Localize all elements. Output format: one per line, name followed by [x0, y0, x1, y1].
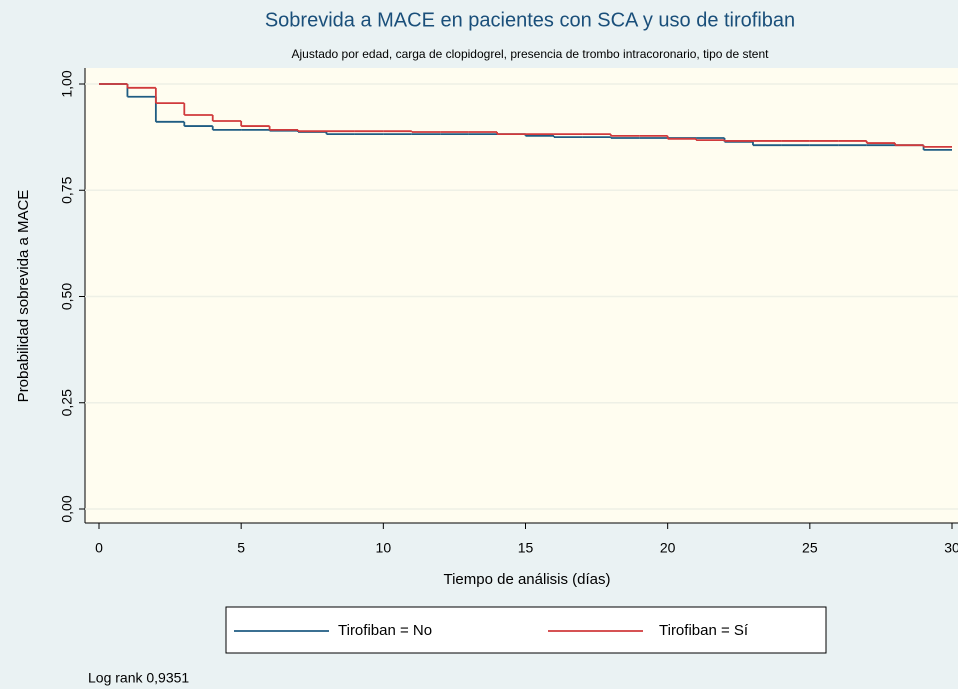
y-tick-label: 0,75 — [59, 176, 75, 203]
x-tick-label: 25 — [802, 540, 818, 556]
x-tick-label: 5 — [237, 540, 245, 556]
y-tick-label: 0,00 — [59, 495, 75, 522]
legend-label: Tirofiban = Sí — [659, 622, 749, 639]
x-tick-label: 20 — [660, 540, 676, 556]
plot-area — [85, 68, 958, 523]
y-tick-label: 1,00 — [59, 70, 75, 97]
legend-label: Tirofiban = No — [338, 622, 432, 639]
y-axis-label: Probabilidad sobrevida a MACE — [15, 190, 32, 403]
x-tick-label: 10 — [376, 540, 392, 556]
x-tick-label: 15 — [518, 540, 534, 556]
annotation: Log rank 0,9351 — [88, 670, 189, 686]
chart-subtitle: Ajustado por edad, carga de clopidogrel,… — [292, 47, 770, 61]
x-tick-label: 30 — [944, 540, 958, 556]
legend — [225, 606, 827, 654]
y-tick-label: 0,25 — [59, 389, 75, 416]
y-tick-label: 0,50 — [59, 283, 75, 310]
x-tick-label: 0 — [95, 540, 103, 556]
x-axis-label: Tiempo de análisis (días) — [443, 571, 610, 588]
chart-title: Sobrevida a MACE en pacientes con SCA y … — [265, 9, 795, 31]
